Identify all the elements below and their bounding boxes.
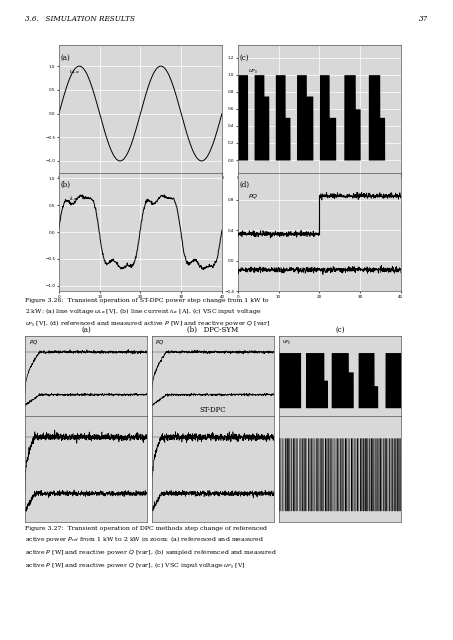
Text: $PQ$: $PQ$ (155, 339, 165, 346)
Text: (b): (b) (61, 181, 71, 189)
Text: $i_{La}$: $i_{La}$ (69, 194, 77, 203)
Text: (a): (a) (81, 326, 91, 334)
Text: 3.6.   SIMULATION RESULTS: 3.6. SIMULATION RESULTS (25, 15, 135, 22)
Text: $u_{La}$: $u_{La}$ (69, 68, 79, 76)
Text: $u_{P_0}$: $u_{P_0}$ (282, 339, 292, 347)
Text: $PQ$: $PQ$ (29, 339, 38, 346)
Text: ST-DPC: ST-DPC (200, 406, 226, 414)
Text: Figure 3.27:  Transient operation of DPC methods step change of referenced
activ: Figure 3.27: Transient operation of DPC … (25, 526, 277, 571)
Text: (a): (a) (61, 54, 70, 61)
Text: (b)   DPC-SYM: (b) DPC-SYM (187, 326, 239, 334)
Text: Figure 3.26:  Transient operation of ST-DPC power step change from 1 kW to
2 kW:: Figure 3.26: Transient operation of ST-D… (25, 298, 270, 330)
Text: (c): (c) (240, 54, 249, 61)
Text: (d): (d) (240, 181, 250, 189)
Text: $PQ$: $PQ$ (248, 192, 258, 200)
Text: 37: 37 (419, 15, 428, 22)
Text: (c): (c) (335, 326, 344, 334)
Text: $u_{P_0}$: $u_{P_0}$ (248, 68, 258, 76)
